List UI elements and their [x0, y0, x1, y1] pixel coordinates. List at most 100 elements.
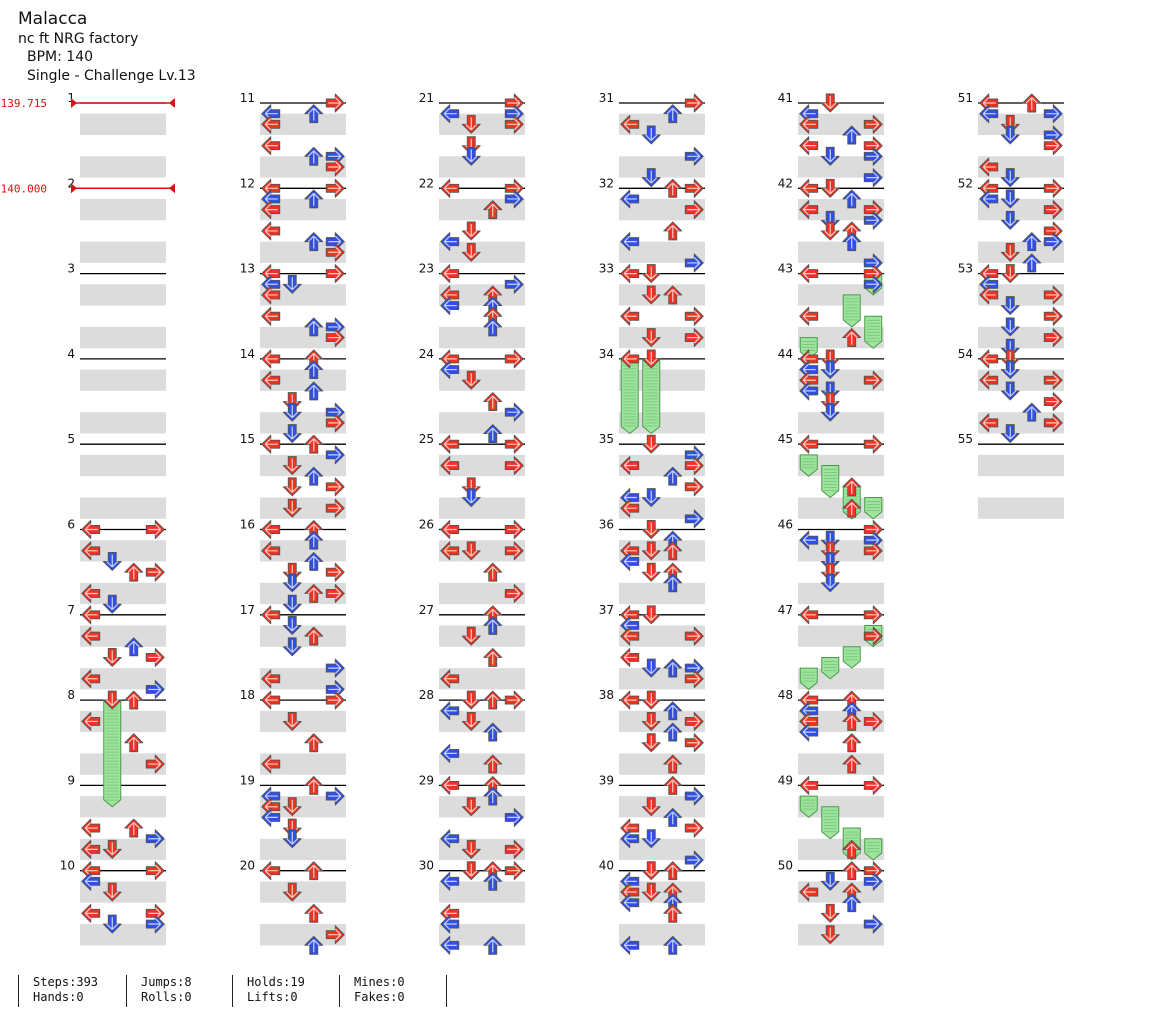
- right-arrow: [684, 509, 704, 529]
- right-arrow: [863, 434, 883, 454]
- arrow-highlight: [645, 661, 658, 675]
- up-arrow: [663, 903, 683, 923]
- arrow-highlight: [127, 822, 140, 836]
- beat-band: [260, 326, 346, 349]
- beat-band: [619, 881, 705, 903]
- down-arrow: [282, 402, 302, 422]
- up-arrow: [124, 690, 144, 710]
- beat-band: [978, 412, 1064, 434]
- arrow-highlight: [286, 885, 299, 898]
- bpm-change-arrow-left: [71, 183, 77, 194]
- beat-band: [260, 284, 346, 306]
- beat-band: [260, 924, 346, 946]
- beat-band: [80, 454, 166, 477]
- left-arrow: [799, 306, 819, 326]
- arrow-highlight: [465, 490, 478, 504]
- beat-band: [619, 625, 705, 647]
- beat-band: [260, 668, 346, 690]
- arrow-highlight: [802, 384, 816, 397]
- left-arrow: [81, 871, 101, 891]
- arrow-highlight: [127, 694, 140, 708]
- measure-number: 10: [60, 859, 75, 873]
- arrow-highlight: [443, 299, 457, 312]
- arrow-highlight: [824, 181, 837, 195]
- right-arrow: [684, 786, 704, 806]
- song-header: Malacca nc ft NRG factory BPM: 140 Singl…: [18, 8, 196, 86]
- hold-note: [821, 465, 840, 499]
- arrow-highlight: [106, 917, 119, 930]
- arrow-highlight: [443, 704, 457, 717]
- arrow-highlight: [666, 182, 679, 196]
- beat-band: [439, 924, 525, 946]
- arrow-highlight: [687, 854, 701, 866]
- left-arrow: [81, 903, 101, 923]
- beat-band: [978, 326, 1064, 349]
- measure-number: 30: [419, 859, 434, 873]
- right-arrow: [325, 690, 345, 710]
- arrow-highlight: [328, 694, 342, 707]
- arrow-highlight: [645, 266, 658, 280]
- beat-band: [80, 924, 166, 946]
- arrow-highlight: [148, 918, 162, 930]
- down-arrow: [461, 690, 481, 710]
- left-arrow: [440, 775, 460, 795]
- arrow-highlight: [645, 693, 658, 707]
- arrow-highlight: [1004, 245, 1017, 259]
- arrow-highlight: [443, 235, 457, 248]
- arrow-highlight: [486, 694, 499, 708]
- up-arrow: [483, 690, 503, 710]
- arrow-highlight: [645, 543, 658, 557]
- up-arrow: [483, 392, 503, 411]
- beat-band: [260, 582, 346, 605]
- down-arrow: [820, 360, 840, 380]
- arrow-highlight: [1025, 97, 1038, 110]
- measure-number: 22: [419, 176, 434, 190]
- arrow-highlight: [486, 758, 499, 772]
- arrow-highlight: [666, 107, 679, 121]
- arrow-highlight: [824, 927, 837, 941]
- beat-band: [80, 881, 166, 903]
- arrow-highlight: [507, 352, 521, 365]
- right-arrow: [863, 541, 883, 561]
- arrow-highlight: [486, 566, 499, 580]
- arrow-highlight: [443, 875, 457, 888]
- arrow-highlight: [443, 832, 457, 845]
- arrow-highlight: [687, 736, 701, 749]
- arrow-highlight: [845, 758, 858, 772]
- arrow-highlight: [666, 576, 679, 590]
- left-arrow: [620, 935, 640, 955]
- arrow-highlight: [84, 608, 98, 621]
- right-arrow: [863, 370, 883, 390]
- right-arrow: [863, 775, 883, 795]
- arrow-highlight: [84, 544, 98, 557]
- arrow-highlight: [623, 694, 637, 707]
- arrow-highlight: [307, 363, 320, 377]
- down-arrow: [1000, 360, 1020, 380]
- arrow-highlight: [148, 523, 162, 536]
- hold-body: [864, 497, 883, 520]
- beat-band: [798, 924, 884, 946]
- arrow-highlight: [866, 918, 880, 930]
- up-arrow: [304, 903, 324, 923]
- up-arrow: [663, 754, 683, 774]
- beat-band: [619, 540, 705, 562]
- beat-band: [439, 668, 525, 690]
- arrow-highlight: [465, 629, 478, 643]
- beat-band: [260, 710, 346, 733]
- beat-band: [978, 198, 1064, 221]
- arrow-highlight: [264, 544, 278, 557]
- arrow-highlight: [802, 118, 816, 131]
- beat-band: [619, 284, 705, 306]
- bpm-change-label: 140.000: [1, 182, 47, 195]
- arrow-highlight: [328, 566, 342, 579]
- down-arrow: [282, 456, 302, 475]
- arrow-highlight: [866, 374, 880, 387]
- left-arrow: [81, 818, 101, 838]
- hold-body: [842, 646, 861, 669]
- arrow-highlight: [687, 480, 701, 493]
- arrow-highlight: [666, 289, 679, 302]
- arrow-highlight: [307, 939, 320, 953]
- beat-band: [80, 838, 166, 861]
- right-arrow: [1043, 306, 1063, 326]
- arrow-highlight: [802, 139, 816, 152]
